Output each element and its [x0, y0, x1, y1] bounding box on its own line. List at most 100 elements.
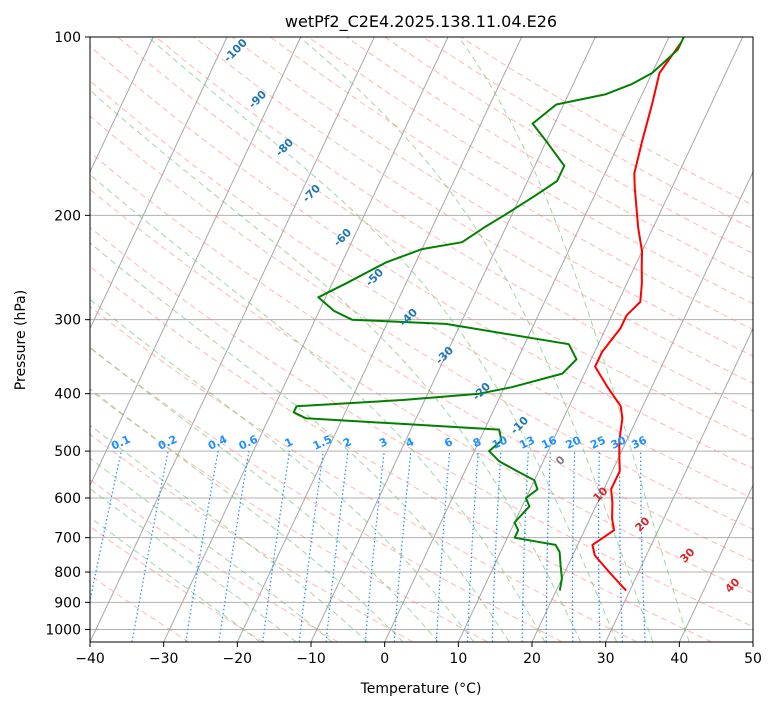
moist-adiabat [90, 242, 510, 642]
x-tick-label: 20 [523, 651, 541, 667]
mixing-ratio-label: 36 [629, 433, 649, 451]
moist-adiabat [299, 37, 654, 642]
dry-adiabat [90, 479, 339, 642]
isotherm-line [457, 37, 744, 642]
dry-adiabat [90, 265, 712, 642]
x-tick-label: 40 [670, 651, 688, 667]
isotherm-label: 40 [723, 575, 743, 595]
x-tick-label: 30 [597, 651, 615, 667]
mixing-ratio-label: 20 [564, 433, 584, 451]
y-tick-label: 800 [54, 565, 81, 581]
moist-adiabat [90, 346, 439, 642]
mixing-ratio-label: 0.2 [156, 433, 179, 453]
mixing-ratio-line [545, 451, 551, 642]
dry-adiabat [90, 305, 638, 642]
isotherm-line [90, 37, 375, 642]
y-tick-label: 1000 [45, 622, 81, 638]
isotherm-label: 20 [633, 514, 653, 534]
isotherm-line [531, 170, 753, 642]
mixing-ratio-line [466, 451, 479, 642]
background-lines [0, 37, 753, 642]
y-tick-label: 100 [54, 30, 81, 46]
isotherm-label: -20 [470, 380, 493, 403]
dry-adiabat [90, 80, 753, 500]
y-tick-label: 700 [54, 531, 81, 547]
x-axis: −40 −30 −20 −10 0 10 20 30 40 50 [75, 642, 762, 667]
dry-adiabat [90, 389, 488, 642]
dry-adiabat [231, 37, 753, 357]
isotherm-line [0, 37, 80, 642]
x-tick-label: 10 [449, 651, 467, 667]
dry-adiabat [90, 188, 753, 594]
dry-adiabat [90, 226, 753, 628]
moist-adiabat [90, 89, 582, 642]
y-axis-label: Pressure (hPa) [13, 290, 29, 390]
x-tick-label: −30 [149, 651, 179, 667]
isotherm-line [752, 640, 753, 642]
dry-adiabat [193, 37, 753, 384]
dry-adiabat [90, 347, 563, 642]
plot-area: -100-90-80-70-60-50-40-30-20-10010203040… [0, 37, 753, 642]
mixing-ratio-labels: 0.1 0.2 0.4 0.6 1 1.5 2 3 4 6 8 10 13 16 20 25 30 36 [109, 433, 649, 453]
profiles [292, 37, 685, 592]
dry-adiabat [90, 525, 264, 642]
isotherm-line [90, 37, 228, 330]
mixing-ratio-label: 4 [404, 435, 417, 450]
isotherm-line [90, 37, 302, 487]
moist-adiabat [458, 37, 690, 642]
moist-adiabat [90, 173, 546, 642]
temperature-line [591, 41, 683, 592]
isotherm-label: -90 [246, 88, 269, 111]
isotherm-label: 10 [591, 484, 611, 504]
isotherm-line [678, 484, 753, 642]
y-tick-label: 300 [54, 313, 81, 329]
isotherm-line [605, 327, 753, 642]
moist-adiabat [90, 388, 404, 642]
x-axis-label: Temperature (°C) [360, 681, 482, 697]
mixing-ratio-line [435, 451, 451, 642]
mixing-ratio-label: 16 [539, 433, 559, 451]
mixing-ratio-line [185, 450, 219, 642]
mixing-ratio-line [298, 451, 324, 642]
x-tick-label: −20 [223, 651, 253, 667]
plot-frame [89, 36, 754, 643]
isotherm-line [0, 37, 6, 642]
mixing-ratio-label: 0.6 [237, 433, 260, 453]
isotherm-label: -70 [300, 182, 323, 205]
isotherm-line [236, 37, 523, 642]
isotherm-line [90, 37, 154, 173]
dry-adiabat [90, 574, 190, 642]
dry-adiabat [346, 37, 753, 279]
isotherm-label: -80 [273, 136, 296, 159]
mixing-ratio-line [571, 451, 576, 642]
moist-adiabat [147, 37, 618, 642]
isotherm-label: -10 [508, 414, 531, 437]
dry-adiabat [90, 151, 753, 562]
isotherm-label: -40 [397, 306, 420, 329]
mixing-ratio-line [131, 450, 169, 642]
mixing-ratio-label: 0.4 [206, 433, 229, 453]
mixing-ratio-label: 30 [609, 433, 629, 451]
y-tick-label: 200 [54, 208, 81, 224]
mixing-ratio-line [619, 451, 623, 642]
dry-adiabat [90, 45, 753, 470]
moist-adiabat [90, 424, 369, 642]
x-tick-label: −10 [296, 651, 326, 667]
dry-adiabat [308, 37, 753, 305]
isotherm-line [163, 37, 449, 642]
moist-adiabat [90, 516, 261, 642]
y-tick-label: 900 [54, 595, 81, 611]
mixing-ratio-line [393, 451, 412, 642]
y-tick-label: 400 [54, 387, 81, 403]
mixing-ratio-label: 3 [377, 435, 389, 450]
dry-adiabat [90, 433, 414, 642]
dry-adiabat [460, 37, 753, 206]
chart-title: wetPf2_C2E4.2025.138.11.04.E26 [285, 12, 557, 32]
mixing-ratio-line [262, 451, 291, 642]
mixing-ratio-line [598, 451, 601, 642]
dry-adiabat [117, 37, 753, 441]
isotherm-label: 30 [678, 545, 698, 565]
mixing-ratio-label: 1 [283, 435, 295, 450]
dewpoint-line [292, 37, 685, 591]
isotherm-label: -50 [363, 266, 386, 289]
